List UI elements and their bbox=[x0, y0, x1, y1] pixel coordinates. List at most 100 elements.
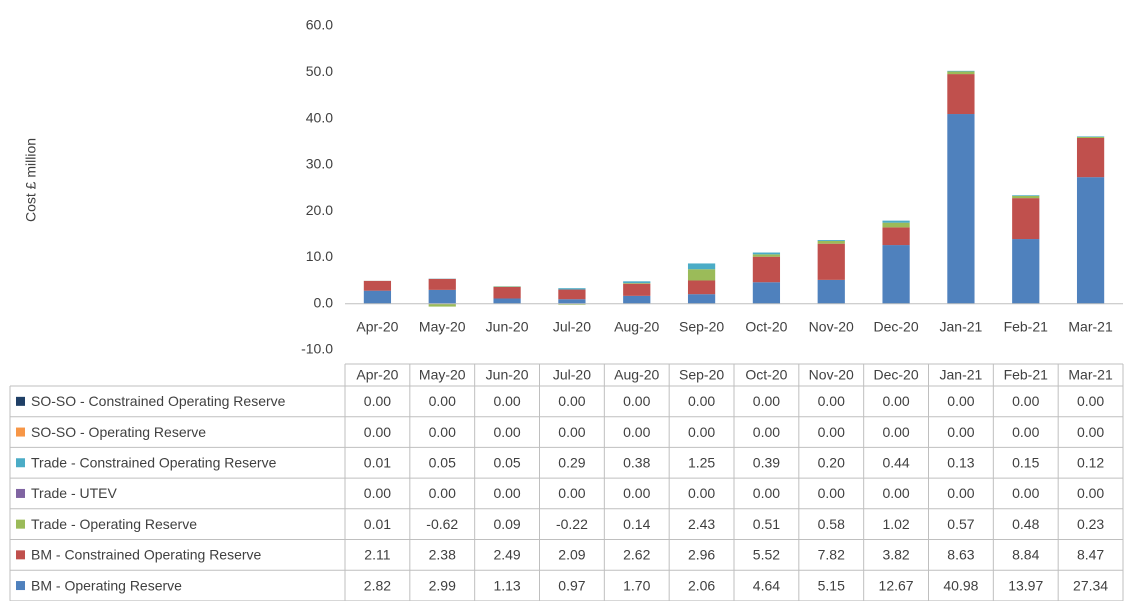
bar-segment bbox=[364, 281, 391, 291]
table-cell: 0.00 bbox=[429, 485, 456, 501]
bar-segment bbox=[688, 269, 715, 280]
table-cell: 0.01 bbox=[364, 516, 391, 532]
table-cell: 0.00 bbox=[623, 393, 650, 409]
x-tick-label: Nov-20 bbox=[809, 318, 854, 334]
table-cell: 0.05 bbox=[429, 454, 456, 470]
table-header: Aug-20 bbox=[614, 367, 659, 383]
y-tick-label: 30.0 bbox=[306, 156, 333, 172]
table-header: Nov-20 bbox=[809, 367, 854, 383]
x-tick-label: Jan-21 bbox=[940, 318, 983, 334]
bar-segment bbox=[688, 280, 715, 294]
table-cell: 0.23 bbox=[1077, 516, 1104, 532]
bar-segment bbox=[493, 298, 520, 303]
table-cell: 0.00 bbox=[558, 485, 585, 501]
legend-key bbox=[16, 581, 25, 590]
bar-segment bbox=[364, 291, 391, 304]
table-cell: 40.98 bbox=[943, 577, 978, 593]
bar-segment bbox=[818, 241, 845, 244]
bar-segment bbox=[1012, 196, 1039, 198]
table-cell: 3.82 bbox=[882, 547, 909, 563]
table-cell: 0.38 bbox=[623, 454, 650, 470]
bar-segment bbox=[623, 281, 650, 283]
table-cell: 0.00 bbox=[753, 485, 780, 501]
table-cell: 0.00 bbox=[558, 393, 585, 409]
table-cell: 0.00 bbox=[558, 424, 585, 440]
table-cell: 0.51 bbox=[753, 516, 780, 532]
table-cell: 7.82 bbox=[818, 547, 845, 563]
table-cell: 2.09 bbox=[558, 547, 585, 563]
bar-segment bbox=[688, 263, 715, 269]
bar-segment bbox=[947, 74, 974, 114]
table-cell: 0.00 bbox=[493, 424, 520, 440]
bar-segment bbox=[818, 240, 845, 241]
bar-segment bbox=[1077, 137, 1104, 138]
y-axis-title: Cost £ million bbox=[23, 138, 39, 222]
table-header: Jun-20 bbox=[486, 367, 529, 383]
bar-segment bbox=[947, 114, 974, 304]
x-tick-label: Oct-20 bbox=[745, 318, 787, 334]
table-cell: 0.00 bbox=[493, 485, 520, 501]
table-header: Jul-20 bbox=[553, 367, 591, 383]
table-cell: 0.00 bbox=[882, 393, 909, 409]
table-cell: 0.01 bbox=[364, 454, 391, 470]
table-cell: 1.02 bbox=[882, 516, 909, 532]
legend-label: BM - Operating Reserve bbox=[31, 577, 182, 593]
table-header: Mar-21 bbox=[1068, 367, 1113, 383]
table-cell: 0.14 bbox=[623, 516, 650, 532]
bar-segment bbox=[1012, 198, 1039, 239]
x-tick-label: Apr-20 bbox=[356, 318, 398, 334]
bar-segment bbox=[558, 288, 585, 289]
bar-segment bbox=[753, 254, 780, 256]
table-cell: 1.25 bbox=[688, 454, 715, 470]
bar-segment bbox=[429, 290, 456, 304]
table-cell: 0.00 bbox=[623, 424, 650, 440]
bar-segment bbox=[429, 279, 456, 290]
table-cell: 0.12 bbox=[1077, 454, 1104, 470]
y-tick-label: 20.0 bbox=[306, 202, 333, 218]
table-header: Oct-20 bbox=[745, 367, 787, 383]
x-tick-label: Feb-21 bbox=[1004, 318, 1049, 334]
legend-label: Trade - UTEV bbox=[31, 485, 117, 501]
legend-label: BM - Constrained Operating Reserve bbox=[31, 547, 262, 563]
table-cell: 2.43 bbox=[688, 516, 715, 532]
table-cell: 0.15 bbox=[1012, 454, 1039, 470]
table-cell: 8.47 bbox=[1077, 547, 1104, 563]
x-tick-label: Sep-20 bbox=[679, 318, 724, 334]
table-cell: 2.96 bbox=[688, 547, 715, 563]
bar-segment bbox=[1077, 136, 1104, 137]
table-cell: 0.00 bbox=[1077, 485, 1104, 501]
bar-segment bbox=[623, 283, 650, 284]
table-cell: 0.00 bbox=[818, 485, 845, 501]
table-cell: 0.00 bbox=[364, 393, 391, 409]
table-cell: 27.34 bbox=[1073, 577, 1108, 593]
table-cell: 0.00 bbox=[818, 424, 845, 440]
y-tick-label: -10.0 bbox=[301, 341, 333, 357]
y-tick-label: 50.0 bbox=[306, 63, 333, 79]
legend-label: SO-SO - Operating Reserve bbox=[31, 424, 206, 440]
table-cell: 0.00 bbox=[753, 393, 780, 409]
y-tick-label: 60.0 bbox=[306, 17, 333, 33]
bar-segment bbox=[947, 71, 974, 72]
table-cell: 0.00 bbox=[364, 485, 391, 501]
x-tick-label: Dec-20 bbox=[874, 318, 919, 334]
table-cell: 1.13 bbox=[493, 577, 520, 593]
legend-key bbox=[16, 489, 25, 498]
bar-segment bbox=[947, 71, 974, 74]
table-header: Apr-20 bbox=[356, 367, 398, 383]
bar-segment bbox=[623, 296, 650, 304]
table-cell: 0.00 bbox=[623, 485, 650, 501]
bar-segment bbox=[558, 299, 585, 303]
y-tick-label: 10.0 bbox=[306, 248, 333, 264]
table-cell: -0.22 bbox=[556, 516, 588, 532]
table-cell: 0.00 bbox=[364, 424, 391, 440]
bar-segment bbox=[1012, 239, 1039, 304]
table-cell: 2.49 bbox=[493, 547, 520, 563]
legend-label: Trade - Constrained Operating Reserve bbox=[31, 454, 277, 470]
table-cell: 0.00 bbox=[1077, 424, 1104, 440]
table-cell: 0.05 bbox=[493, 454, 520, 470]
bar-segment bbox=[882, 221, 909, 223]
table-cell: 0.20 bbox=[818, 454, 845, 470]
y-tick-label: 40.0 bbox=[306, 109, 333, 125]
